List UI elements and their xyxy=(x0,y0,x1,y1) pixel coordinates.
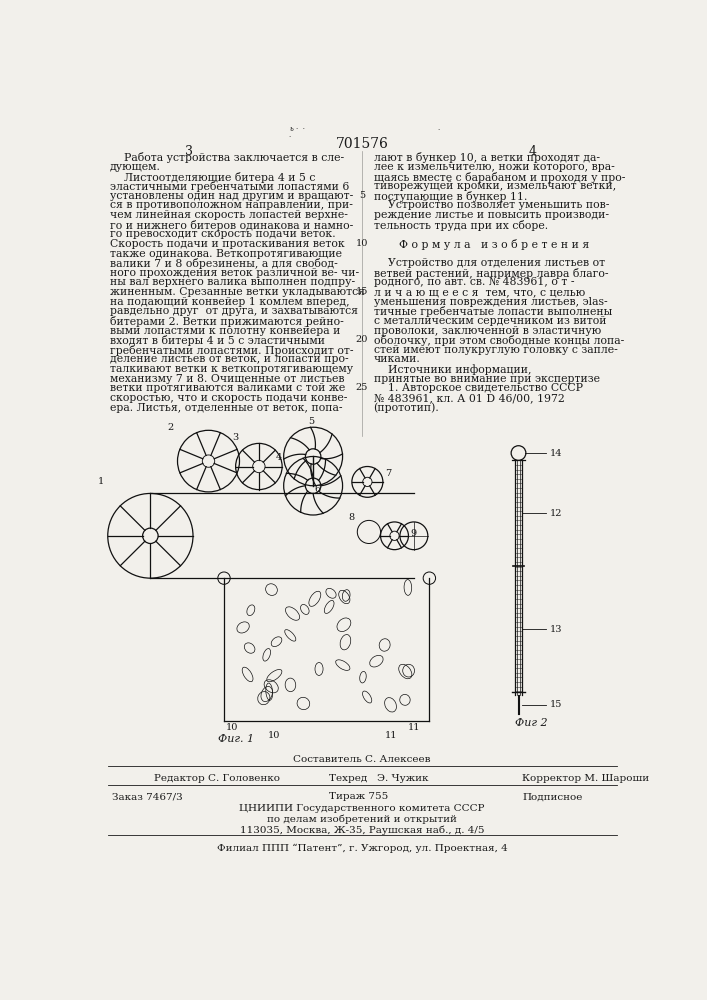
Text: гребенчатыми лопастями. Происходит от-: гребенчатыми лопастями. Происходит от- xyxy=(110,345,354,356)
Text: 4: 4 xyxy=(528,145,537,158)
Text: Ф о р м у л а   и з о б р е т е н и я: Ф о р м у л а и з о б р е т е н и я xyxy=(399,239,589,250)
Text: 1. Авторское свидетельство СССР: 1. Авторское свидетельство СССР xyxy=(373,383,583,393)
Text: го превосходит скорость подачи веток.: го превосходит скорость подачи веток. xyxy=(110,229,336,239)
Text: битерами 2. Ветки прижимаются рейно-: битерами 2. Ветки прижимаются рейно- xyxy=(110,316,344,327)
Text: Составитель С. Алексеев: Составитель С. Алексеев xyxy=(293,755,431,764)
Text: Корректор М. Шароши: Корректор М. Шароши xyxy=(522,774,650,783)
Text: выми лопастями к полотну конвейера и: выми лопастями к полотну конвейера и xyxy=(110,326,341,336)
Text: валики 7 и 8 обрезинены, а для свобод-: валики 7 и 8 обрезинены, а для свобод- xyxy=(110,258,338,269)
Text: на подающий конвейер 1 комлем вперед,: на подающий конвейер 1 комлем вперед, xyxy=(110,297,350,307)
Text: проволоки, заключенной в эластичную: проволоки, заключенной в эластичную xyxy=(373,326,601,336)
Text: Заказ 7467/3: Заказ 7467/3 xyxy=(112,792,182,801)
Text: Техред   Э. Чужик: Техред Э. Чужик xyxy=(329,774,428,783)
Text: входят в битеры 4 и 5 с эластичными: входят в битеры 4 и 5 с эластичными xyxy=(110,335,325,346)
Text: талкивают ветки к веткопротягивающему: талкивают ветки к веткопротягивающему xyxy=(110,364,354,374)
Text: ·: · xyxy=(437,125,439,133)
Text: жиненным. Срезанные ветки укладываются: жиненным. Срезанные ветки укладываются xyxy=(110,287,365,297)
Text: 4: 4 xyxy=(276,453,282,462)
Text: 10: 10 xyxy=(356,239,368,248)
Text: Подписное: Подписное xyxy=(522,792,583,801)
Text: ь: ь xyxy=(290,125,293,133)
Text: 1: 1 xyxy=(98,477,104,486)
Text: ЦНИИПИ Государственного комитета СССР: ЦНИИПИ Государственного комитета СССР xyxy=(239,804,485,813)
Text: Устройство позволяет уменьшить пов-: Устройство позволяет уменьшить пов- xyxy=(373,200,609,210)
Text: ны вал верхнего валика выполнен подпру-: ны вал верхнего валика выполнен подпру- xyxy=(110,277,355,287)
Text: равдельно друг  от друга, и захватываются: равдельно друг от друга, и захватываются xyxy=(110,306,358,316)
Text: 20: 20 xyxy=(356,335,368,344)
Text: лают в бункер 10, а ветки проходят да-: лают в бункер 10, а ветки проходят да- xyxy=(373,152,600,163)
Text: оболочку, при этом свободные концы лопа-: оболочку, при этом свободные концы лопа- xyxy=(373,335,624,346)
Text: с металлическим сердечником из витой: с металлическим сердечником из витой xyxy=(373,316,606,326)
Text: деление листьев от веток, и лопасти про-: деление листьев от веток, и лопасти про- xyxy=(110,354,349,364)
Text: тичные гребенчатые лопасти выполнены: тичные гребенчатые лопасти выполнены xyxy=(373,306,612,317)
Text: Тираж 755: Тираж 755 xyxy=(329,792,388,801)
Text: принятые во внимание при экспертизе: принятые во внимание при экспертизе xyxy=(373,374,600,384)
Text: 11: 11 xyxy=(385,731,397,740)
Text: 25: 25 xyxy=(356,383,368,392)
Text: Редактор С. Головенко: Редактор С. Головенко xyxy=(154,774,280,783)
Text: Источники информации,: Источники информации, xyxy=(373,364,531,375)
Text: 15: 15 xyxy=(549,700,562,709)
Text: 6: 6 xyxy=(315,485,321,494)
Text: тельность труда при их сборе.: тельность труда при их сборе. xyxy=(373,220,548,231)
Text: 7: 7 xyxy=(385,469,392,478)
Text: установлены один над другим и вращают-: установлены один над другим и вращают- xyxy=(110,191,354,201)
Text: 5: 5 xyxy=(359,191,365,200)
Text: скоростью, что и скорость подачи конве-: скоростью, что и скорость подачи конве- xyxy=(110,393,347,403)
Text: ветки протягиваются валиками с той же: ветки протягиваются валиками с той же xyxy=(110,383,345,393)
Text: № 483961, кл. А 01 D 46/00, 1972: № 483961, кл. А 01 D 46/00, 1972 xyxy=(373,393,564,403)
Text: лее к измельчителю, ножи которого, вра-: лее к измельчителю, ножи которого, вра- xyxy=(373,162,614,172)
Text: Фиг. 1: Фиг. 1 xyxy=(218,734,254,744)
Text: 9: 9 xyxy=(411,529,417,538)
Text: Фиг 2: Фиг 2 xyxy=(515,718,547,728)
Text: ного прохождения веток различной ве- чи-: ного прохождения веток различной ве- чи- xyxy=(110,268,359,278)
Text: ·: · xyxy=(288,132,291,140)
Text: л и ч а ю щ е е с я  тем, что, с целью: л и ч а ю щ е е с я тем, что, с целью xyxy=(373,287,585,297)
Text: Листоотделяющие битера 4 и 5 с: Листоотделяющие битера 4 и 5 с xyxy=(110,172,315,183)
Text: ера. Листья, отделенные от веток, попа-: ера. Листья, отделенные от веток, попа- xyxy=(110,403,343,413)
Text: Скорость подачи и протаскивания веток: Скорость подачи и протаскивания веток xyxy=(110,239,345,249)
Text: 15: 15 xyxy=(356,287,368,296)
Text: также одинакова. Веткопротягивающие: также одинакова. Веткопротягивающие xyxy=(110,249,342,259)
Text: по делам изобретений и открытий: по делам изобретений и открытий xyxy=(267,815,457,824)
Text: чем линейная скорость лопастей верхне-: чем линейная скорость лопастей верхне- xyxy=(110,210,348,220)
Text: Устройство для отделения листьев от: Устройство для отделения листьев от xyxy=(373,258,604,268)
Text: 5: 5 xyxy=(308,417,315,426)
Text: тиворежущей кромки, измельчают ветки,: тиворежущей кромки, измельчают ветки, xyxy=(373,181,616,191)
Text: ·  ·: · · xyxy=(296,125,305,133)
Text: 12: 12 xyxy=(549,509,562,518)
Text: 701576: 701576 xyxy=(336,137,388,151)
Text: щаясь вместе с барабаном и проходя у про-: щаясь вместе с барабаном и проходя у про… xyxy=(373,172,625,183)
Text: Работа устройства заключается в сле-: Работа устройства заключается в сле- xyxy=(110,152,344,163)
Text: механизму 7 и 8. Очищенные от листьев: механизму 7 и 8. Очищенные от листьев xyxy=(110,374,344,384)
Text: го и нижнего битеров одинакова и намно-: го и нижнего битеров одинакова и намно- xyxy=(110,220,354,231)
Text: поступающие в бункер 11.: поступающие в бункер 11. xyxy=(373,191,527,202)
Text: эластичными гребенчатыми лопастями 6: эластичными гребенчатыми лопастями 6 xyxy=(110,181,349,192)
Text: 3: 3 xyxy=(233,433,239,442)
Text: родного, по авт. св. № 483961, о т -: родного, по авт. св. № 483961, о т - xyxy=(373,277,574,287)
Text: стей имеют полукруглую головку с запле-: стей имеют полукруглую головку с запле- xyxy=(373,345,617,355)
Text: ветвей растений, например лавра благо-: ветвей растений, например лавра благо- xyxy=(373,268,608,279)
Text: 10: 10 xyxy=(226,723,238,732)
Text: (прототип).: (прототип). xyxy=(373,403,439,413)
Text: 2: 2 xyxy=(168,423,174,432)
Text: дующем.: дующем. xyxy=(110,162,161,172)
Text: 3: 3 xyxy=(185,145,193,158)
Text: Филиал ППП “Патент”, г. Ужгород, ул. Проектная, 4: Филиал ППП “Патент”, г. Ужгород, ул. Про… xyxy=(216,844,508,853)
Text: 14: 14 xyxy=(549,449,562,458)
Text: уменьшения повреждения листьев, эlas-: уменьшения повреждения листьев, эlas- xyxy=(373,297,607,307)
Text: 13: 13 xyxy=(549,625,562,634)
Text: ся в противоположном направлении, при-: ся в противоположном направлении, при- xyxy=(110,200,353,210)
Text: 10: 10 xyxy=(268,731,281,740)
Text: 8: 8 xyxy=(349,513,355,522)
Text: реждение листье и повысить производи-: реждение листье и повысить производи- xyxy=(373,210,609,220)
Text: 11: 11 xyxy=(408,723,420,732)
Text: 113035, Москва, Ж-35, Раушская наб., д. 4/5: 113035, Москва, Ж-35, Раушская наб., д. … xyxy=(240,825,484,835)
Text: чиками.: чиками. xyxy=(373,354,421,364)
